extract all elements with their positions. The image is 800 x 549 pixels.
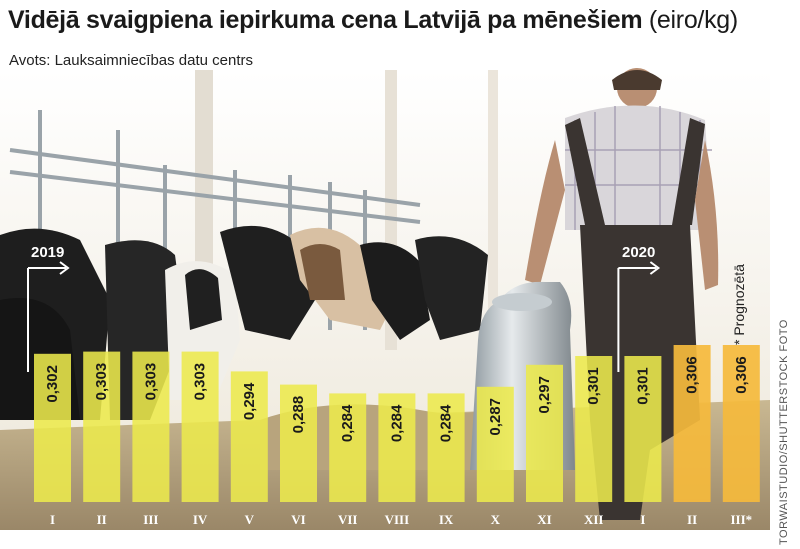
month-tick-label: II [97,512,107,527]
bar-value-label: 0,284 [388,404,405,442]
bar-value-label: 0,284 [339,404,356,442]
bar [427,393,465,502]
month-tick-label: IV [193,512,208,527]
bar [181,351,219,502]
bar [230,371,268,502]
bar-value-label: 0,303 [93,363,110,401]
bar [83,351,121,502]
bar-value-label: 0,287 [487,398,504,436]
month-tick-label: II [687,512,697,527]
month-tick-label: I [640,512,645,527]
year-marker-2019: 2019 [31,244,65,261]
month-tick-label: IX [439,512,454,527]
source-note: Avots: Lauksaimniecības datu centrs [9,52,254,69]
bar [575,356,613,502]
bar-value-label: 0,303 [192,363,209,401]
bar-value-label: 0,297 [536,376,553,414]
title-unit: (eiro/kg) [648,6,738,34]
year-arrow-2019 [27,261,70,372]
bar-value-label: 0,294 [241,382,258,420]
month-tick-label: III* [730,512,752,527]
bar [34,353,71,502]
month-tick-label: I [50,512,55,527]
bar [722,345,760,502]
month-tick-label: III [143,512,158,527]
bar [329,393,367,502]
bar [132,351,170,502]
bar-value-label: 0,284 [438,404,455,442]
bar-value-label: 0,302 [44,365,61,403]
month-tick-label: X [491,512,501,527]
bar-value-label: 0,303 [142,363,159,401]
month-tick-label: XII [584,512,604,527]
year-arrow-2020 [617,261,661,372]
bar-value-label: 0,301 [585,367,602,405]
bar [673,345,711,502]
bar [280,384,317,502]
bar-value-label: 0,301 [634,367,651,405]
bar-value-label: 0,306 [684,356,701,394]
bar [378,393,416,502]
year-marker-2020: 2020 [622,244,656,261]
bar [476,386,514,502]
bar [526,364,563,502]
bar [624,356,662,502]
bar-value-label: 0,288 [290,396,307,434]
title-text: Vidējā svaigpiena iepirkuma cena Latvijā… [8,6,643,34]
forecast-note: * Prognozētā [731,264,747,345]
month-tick-label: VIII [385,512,410,527]
month-tick-label: V [245,512,255,527]
bar-value-label: 0,306 [733,356,750,394]
month-tick-label: VII [338,512,358,527]
month-tick-label: XI [537,512,551,527]
photo-credit: TORWAISTUDIO/SHUTTERSTOCK FOTO [778,319,790,545]
month-tick-label: VI [291,512,305,527]
chart-title: Vidējā svaigpiena iepirkuma cena Latvijā… [8,6,738,35]
